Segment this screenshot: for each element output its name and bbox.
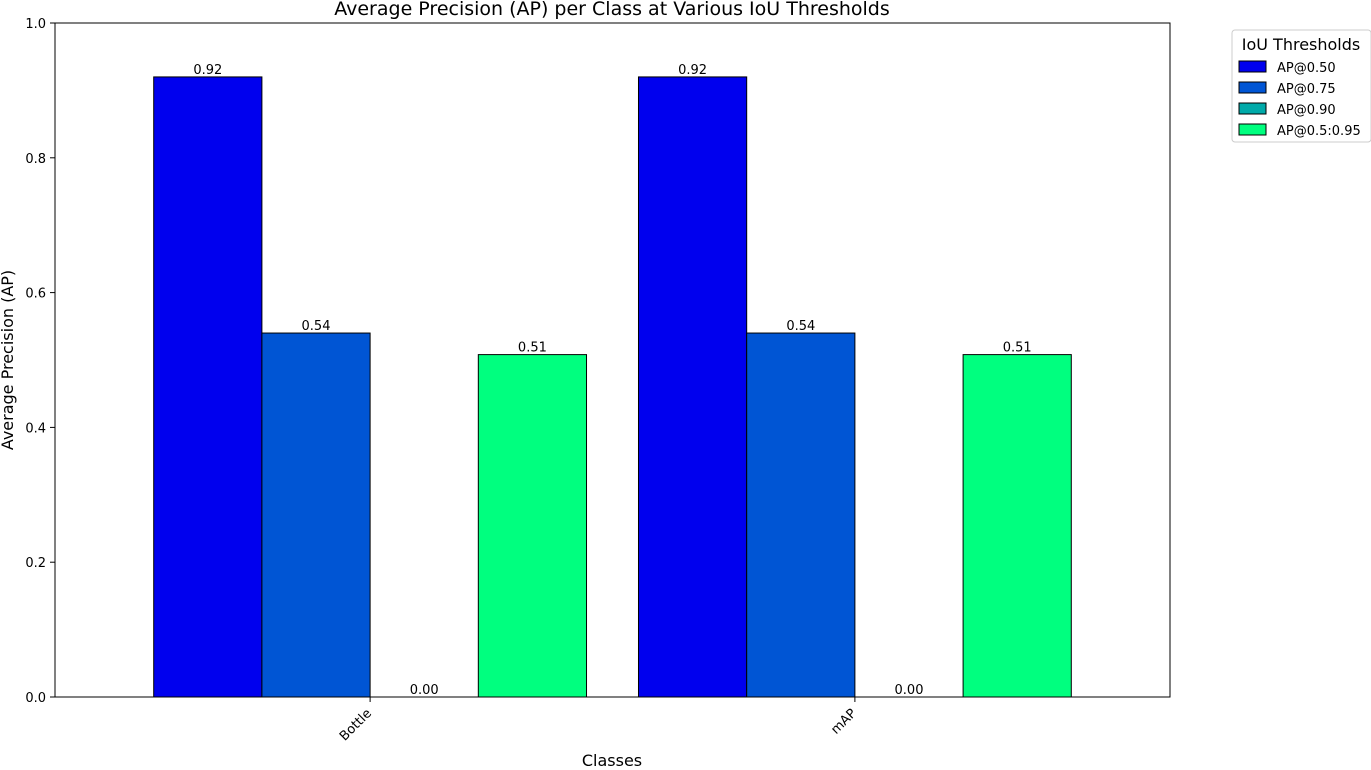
legend-label: AP@0.75 xyxy=(1277,82,1336,97)
y-tick-label: 0.4 xyxy=(25,421,46,436)
plot-area: 0.92 0.54 0.00 0.51 0.92 0.54 0.00 0.51 xyxy=(54,22,1171,698)
legend: IoU Thresholds AP@0.50AP@0.75AP@0.90AP@0… xyxy=(1231,29,1371,143)
bar-value-label: 0.51 xyxy=(1003,341,1032,356)
bar-ap-0-5-0-95-map xyxy=(962,354,1072,698)
bar-ap-0-50-map xyxy=(637,76,748,698)
bar-ap-0-50-bottle xyxy=(153,76,263,698)
bar-ap-0-75-bottle xyxy=(261,332,371,698)
bar-value-label: 0.54 xyxy=(302,319,331,334)
y-tick-label: 0.0 xyxy=(25,691,46,706)
legend-swatch xyxy=(1238,81,1267,94)
x-axis-label: Classes xyxy=(582,751,642,770)
y-tick-label: 1.0 xyxy=(25,17,46,32)
bar-ap-0-75-map xyxy=(746,332,856,698)
bar-value-label: 0.00 xyxy=(895,683,924,698)
y-tick-label: 0.6 xyxy=(25,287,46,302)
y-axis: 0.0 0.2 0.4 0.6 0.8 1.0 xyxy=(25,17,55,706)
bar-value-label: 0.54 xyxy=(786,319,815,334)
value-labels-layer: 0.92 0.54 0.00 0.51 0.92 0.54 0.00 0.51 xyxy=(193,63,1031,698)
legend-swatch xyxy=(1238,60,1267,73)
bar-value-label: 0.92 xyxy=(678,63,707,78)
y-axis-label: Average Precision (AP) xyxy=(0,270,17,450)
legend-items: AP@0.50 AP@0.75 AP@0.90 AP@0.5:0.95 xyxy=(1238,60,1361,139)
bar-ap-0-5-0-95-bottle xyxy=(477,354,588,698)
plot-frame xyxy=(54,22,1171,698)
bar-value-label: 0.92 xyxy=(193,63,222,78)
legend-label: AP@0.90 xyxy=(1277,103,1336,118)
legend-label: AP@0.50 xyxy=(1277,61,1336,76)
x-axis: Bottle mAP xyxy=(337,697,860,744)
legend-frame xyxy=(1231,29,1371,143)
y-tick-label: 0.8 xyxy=(25,152,46,167)
bar-value-label: 0.00 xyxy=(410,683,439,698)
bar-value-label: 0.51 xyxy=(518,341,547,356)
legend-label: AP@0.5:0.95 xyxy=(1277,124,1361,139)
bars-layer xyxy=(153,76,1072,698)
x-tick-label: Bottle xyxy=(337,706,375,744)
legend-swatch xyxy=(1238,102,1267,115)
legend-swatch xyxy=(1238,123,1267,136)
chart-title: Average Precision (AP) per Class at Vari… xyxy=(334,0,890,20)
legend-title: IoU Thresholds xyxy=(1242,35,1361,54)
x-tick-label: mAP xyxy=(828,706,860,738)
y-tick-label: 0.2 xyxy=(25,556,46,571)
